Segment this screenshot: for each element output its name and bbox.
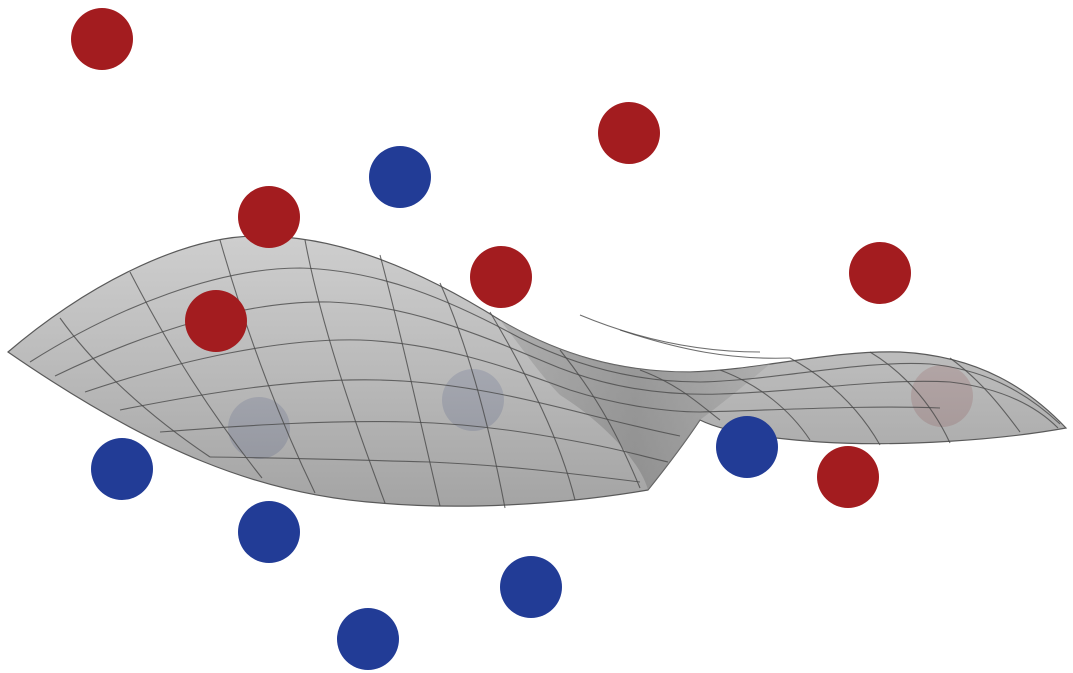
red-point <box>71 8 133 70</box>
decision-surface <box>7 235 1068 509</box>
blue-point <box>91 438 153 500</box>
red-point <box>470 246 532 308</box>
red-point <box>817 446 879 508</box>
blue-point <box>369 146 431 208</box>
points-in-front-of-surface <box>71 8 911 670</box>
blue-point <box>238 501 300 563</box>
red-point <box>185 290 247 352</box>
surface-sheet <box>7 235 1068 507</box>
blue-point <box>500 556 562 618</box>
surface-grid-lines <box>29 239 1061 509</box>
red-point <box>598 102 660 164</box>
red-point <box>849 242 911 304</box>
red-point <box>238 186 300 248</box>
blue-point <box>716 416 778 478</box>
surface-fold-shadow <box>500 320 770 490</box>
blue-point <box>337 608 399 670</box>
